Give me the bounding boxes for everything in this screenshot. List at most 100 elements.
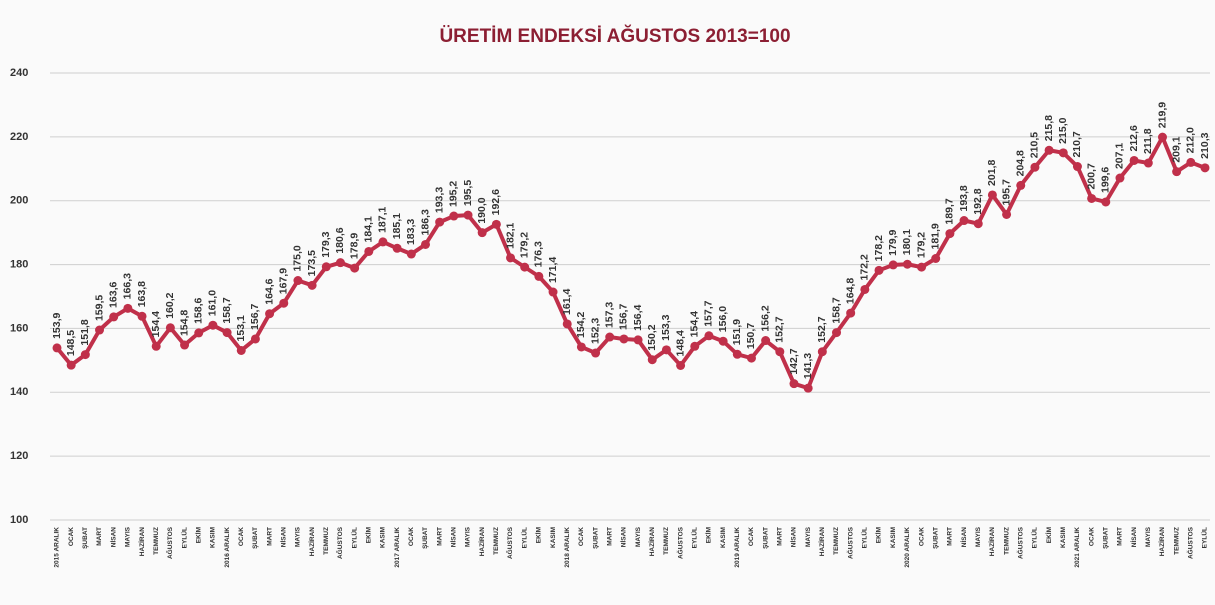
point xyxy=(265,309,275,319)
x-tick-label: EYLÜL xyxy=(689,527,698,548)
value-label: 185,1 xyxy=(391,213,403,239)
point xyxy=(449,211,459,221)
value-label: 159,5 xyxy=(93,295,105,321)
value-label: 157,3 xyxy=(604,302,616,328)
point xyxy=(718,336,728,346)
value-label: 195,5 xyxy=(462,180,474,206)
x-tick-label: MART xyxy=(266,527,273,546)
point xyxy=(803,383,813,393)
value-label: 151,9 xyxy=(731,319,743,345)
point xyxy=(1101,197,1111,207)
value-label: 201,8 xyxy=(986,160,998,186)
x-tick-label: HAZİRAN xyxy=(648,527,656,557)
value-label: 219,9 xyxy=(1156,102,1168,128)
x-tick-label: TEMMUZ xyxy=(663,527,670,555)
x-tick-label: EYLÜL xyxy=(860,527,869,548)
x-tick-label: EKİM xyxy=(194,527,202,543)
x-tick-label: MAYIS xyxy=(805,526,812,547)
value-label: 175,0 xyxy=(292,245,304,271)
value-label: 212,6 xyxy=(1128,125,1140,151)
point xyxy=(931,254,941,264)
x-tick-label: OCAK xyxy=(918,527,925,546)
point xyxy=(605,332,615,342)
point xyxy=(420,239,430,249)
point xyxy=(321,262,331,272)
point xyxy=(293,276,303,286)
point xyxy=(576,342,586,352)
value-label: 161,4 xyxy=(561,289,573,315)
point xyxy=(477,228,487,238)
point xyxy=(562,319,572,329)
point xyxy=(987,190,997,200)
point xyxy=(506,253,516,263)
x-tick-label: NİSAN xyxy=(279,527,287,548)
x-tick-label: OCAK xyxy=(578,527,585,546)
y-tick-label: 240 xyxy=(10,67,28,79)
x-tick-label: EYLÜL xyxy=(1200,527,1209,548)
x-tick-label: MAYIS xyxy=(125,526,132,547)
value-label: 173,5 xyxy=(306,250,318,276)
value-label: 158,6 xyxy=(193,297,205,323)
x-tick-label: 2018 ARALIK xyxy=(564,527,571,568)
y-tick-label: 160 xyxy=(10,322,28,334)
value-label: 182,1 xyxy=(504,222,516,248)
point xyxy=(1002,209,1012,219)
x-tick-label: AĞUSTOS xyxy=(675,526,684,559)
point xyxy=(279,298,289,308)
value-label: 152,7 xyxy=(816,316,828,342)
value-label: 181,9 xyxy=(929,223,941,249)
point xyxy=(1172,167,1182,177)
x-tick-label: TEMMUZ xyxy=(1173,527,1180,555)
point xyxy=(222,328,232,338)
value-label: 156,7 xyxy=(618,304,630,330)
x-tick-label: ŞUBAT xyxy=(762,527,769,549)
value-label: 154,2 xyxy=(575,312,587,338)
value-label: 215,8 xyxy=(1043,115,1055,141)
value-label: 151,8 xyxy=(79,319,91,345)
value-label: 178,9 xyxy=(348,233,360,259)
value-label: 210,7 xyxy=(1071,131,1083,157)
x-tick-label: AĞUSTOS xyxy=(505,526,514,559)
point xyxy=(732,349,742,359)
x-tick-label: HAZİRAN xyxy=(1158,527,1166,557)
value-label: 154,8 xyxy=(178,310,190,336)
point xyxy=(647,355,657,365)
x-tick-label: AĞUSTOS xyxy=(1186,526,1195,559)
x-tick-label: KASIM xyxy=(720,527,727,548)
point xyxy=(250,334,260,344)
value-label: 148,5 xyxy=(65,330,77,356)
chart-title: ÜRETİM ENDEKSİ AĞUSTOS 2013=100 xyxy=(439,25,790,47)
x-tick-label: AĞUSTOS xyxy=(335,526,344,559)
point xyxy=(1186,157,1196,167)
value-label: 158,7 xyxy=(830,297,842,323)
x-tick-label: MAYIS xyxy=(295,526,302,547)
point xyxy=(973,219,983,229)
point xyxy=(548,287,558,297)
value-label: 148,4 xyxy=(674,330,686,356)
x-tick-label: ŞUBAT xyxy=(422,527,429,549)
value-label: 179,9 xyxy=(887,229,899,255)
point xyxy=(534,271,544,281)
value-label: 200,7 xyxy=(1085,163,1097,189)
x-tick-label: EYLÜL xyxy=(179,527,188,548)
point xyxy=(1129,155,1139,165)
y-tick-label: 100 xyxy=(10,514,28,526)
value-label: 207,1 xyxy=(1114,143,1126,169)
value-label: 180,6 xyxy=(334,227,346,253)
x-tick-label: OCAK xyxy=(748,527,755,546)
x-tick-label: KASIM xyxy=(550,527,557,548)
value-label: 210,5 xyxy=(1029,132,1041,158)
value-label: 192,6 xyxy=(490,189,502,215)
point xyxy=(902,259,912,269)
point xyxy=(95,325,105,335)
value-label: 156,4 xyxy=(632,304,644,330)
x-tick-label: MART xyxy=(436,527,443,546)
value-label: 164,8 xyxy=(844,278,856,304)
point xyxy=(520,262,530,272)
line xyxy=(55,135,1206,391)
value-label: 184,1 xyxy=(363,216,375,242)
point xyxy=(1200,163,1210,173)
value-label: 195,2 xyxy=(448,181,460,207)
x-tick-label: EKİM xyxy=(875,527,883,543)
